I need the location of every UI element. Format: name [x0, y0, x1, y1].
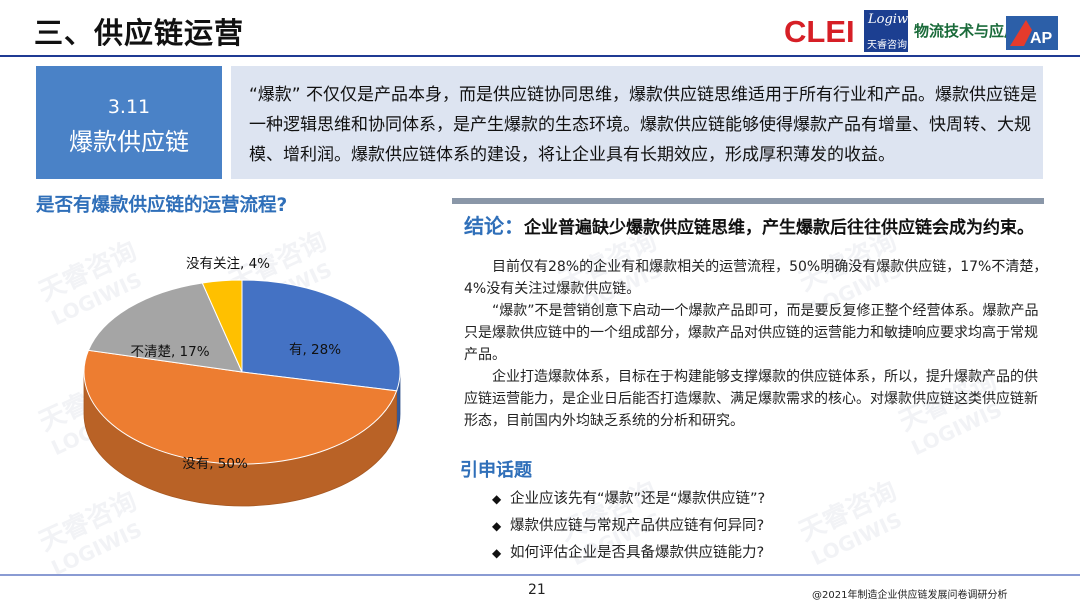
- topics-title: 引申话题: [460, 460, 532, 481]
- pie-slice-没有: [83, 349, 398, 465]
- section-box: 3.11 爆款供应链: [36, 66, 222, 179]
- page-title: 三、供应链运营: [34, 16, 245, 50]
- footer-divider: [0, 574, 1080, 576]
- topic-item-text: 爆款供应链与常规产品供应链有何异同?: [510, 518, 765, 534]
- analysis-text: 目前仅有28%的企业有和爆款相关的运营流程，50%明确没有爆款供应链，17%不清…: [464, 256, 1048, 432]
- topic-item-text: 如何评估企业是否具备爆款供应链能力?: [510, 545, 765, 561]
- page-number: 21: [528, 582, 546, 598]
- clei-logo-text: CLEI: [784, 14, 855, 48]
- pie-slice-不清楚: [87, 282, 243, 373]
- pie-data-label: 没有, 50%: [182, 456, 248, 472]
- logiwis-logo-cn: 天睿咨询: [867, 40, 907, 51]
- watermark-en: LOGIWIS: [807, 507, 906, 571]
- conclusion-text: 企业普遍缺少爆款供应链思维，产生爆款后往往供应链会成为约束。: [524, 218, 1034, 238]
- topic-item: ◆ 企业应该先有“爆款”还是“爆款供应链”?: [492, 487, 765, 514]
- conclusion-label: 结论：: [464, 214, 524, 238]
- diamond-bullet-icon: ◆: [492, 492, 502, 506]
- pie-slice-没有关注: [201, 279, 243, 373]
- conclusion: 结论：企业普遍缺少爆款供应链思维，产生爆款后往往供应链会成为约束。: [464, 210, 1034, 239]
- pie-data-label: 有, 28%: [289, 342, 341, 358]
- wuliu-logo: 物流技术与应用: [914, 22, 1020, 40]
- topic-item: ◆ 爆款供应链与常规产品供应链有何异同?: [492, 514, 765, 541]
- title-divider: [0, 55, 1080, 57]
- ap-logo: AP: [1006, 16, 1058, 50]
- topic-item: ◆ 如何评估企业是否具备爆款供应链能力?: [492, 541, 765, 568]
- chart-question-title: 是否有爆款供应链的运营流程?: [36, 195, 288, 216]
- topic-item-text: 企业应该先有“爆款”还是“爆款供应链”?: [510, 491, 766, 507]
- ap-logo-text: AP: [1030, 30, 1053, 47]
- topics-list: ◆ 企业应该先有“爆款”还是“爆款供应链”? ◆ 爆款供应链与常规产品供应链有何异同…: [492, 487, 765, 568]
- watermark-cn: 天睿咨询: [794, 476, 902, 548]
- pie-data-label: 没有关注, 4%: [186, 256, 270, 272]
- pie-chart: 有, 28% 没有, 50% 不清楚, 17% 没有关注, 4%: [83, 256, 401, 507]
- pie-data-label: 不清楚, 17%: [130, 344, 209, 360]
- right-heading-bar: [452, 198, 1044, 204]
- clei-logo: CLEI: [784, 14, 855, 48]
- analysis-paragraph: 企业打造爆款体系，目标在于构建能够支撑爆款的供应链体系，所以，提升爆款产品的供应…: [464, 369, 1038, 429]
- diamond-bullet-icon: ◆: [492, 546, 502, 560]
- logiwis-logo-en: Logiwis: [868, 12, 919, 27]
- section-description: “爆款” 不仅仅是产品本身，而是供应链协同思维，爆款供应链思维适用于所有行业和产…: [249, 85, 1038, 165]
- section-number: 3.11: [107, 96, 151, 118]
- pie-slice-有: [241, 279, 401, 392]
- section-name: 爆款供应链: [69, 128, 189, 156]
- analysis-paragraph: 目前仅有28%的企业有和爆款相关的运营流程，50%明确没有爆款供应链，17%不清…: [464, 259, 1048, 297]
- section-description-box: “爆款” 不仅仅是产品本身，而是供应链协同思维，爆款供应链思维适用于所有行业和产…: [231, 66, 1043, 179]
- logiwis-logo: Logiwis 天睿咨询: [864, 10, 919, 52]
- analysis-paragraph: “爆款”不是营销创意下启动一个爆款产品即可，而是要反复修正整个经营体系。爆款产品…: [464, 303, 1039, 363]
- diamond-bullet-icon: ◆: [492, 519, 502, 533]
- ap-logo-mark: [1010, 20, 1032, 46]
- footer-note: @2021年制造企业供应链发展问卷调研分析: [812, 590, 1008, 601]
